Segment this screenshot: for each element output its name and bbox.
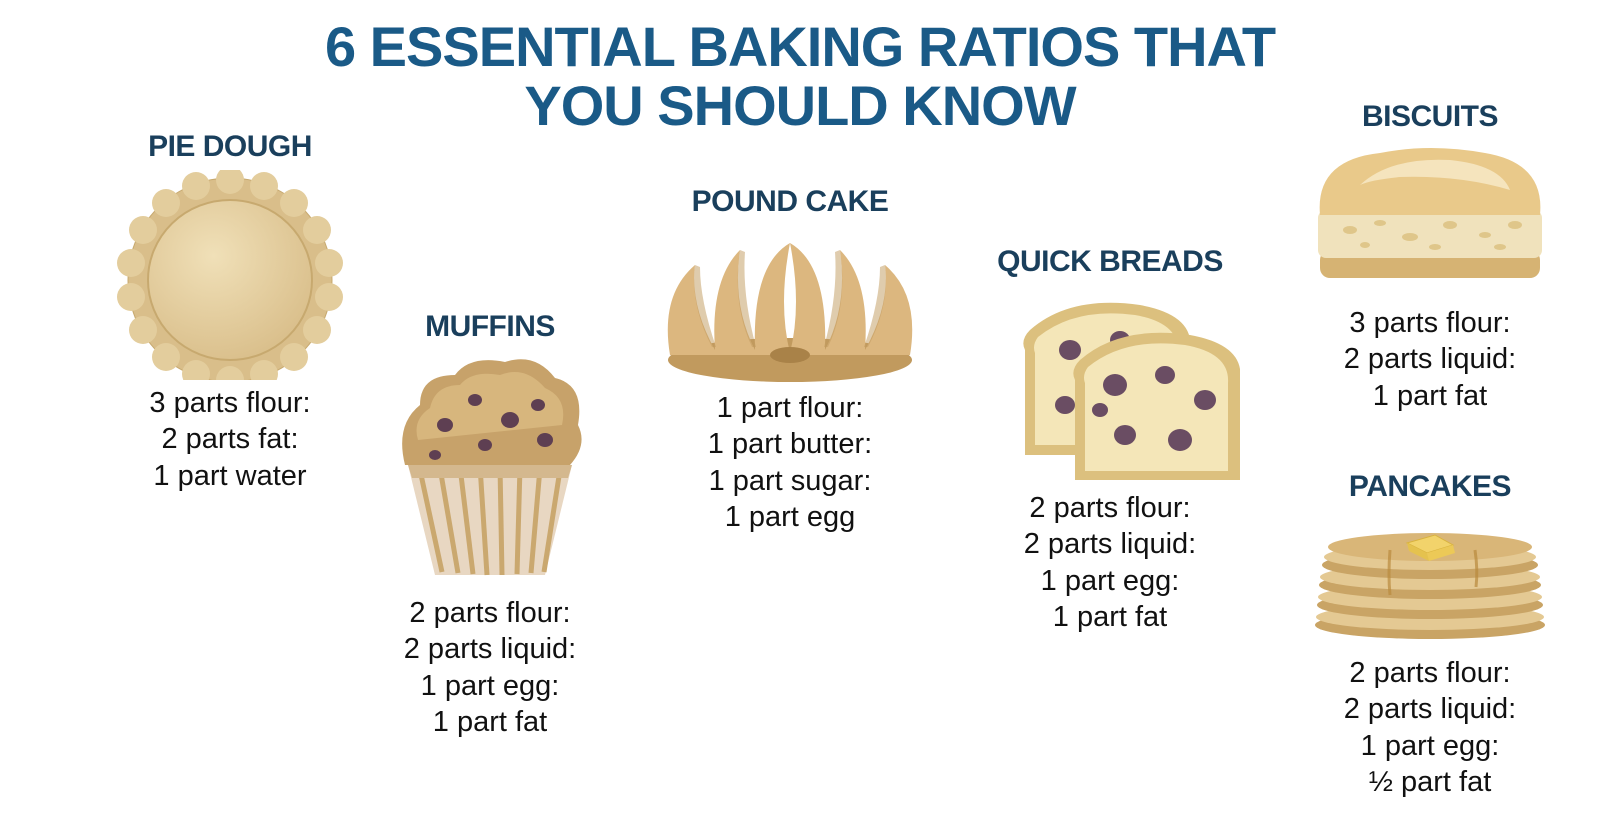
item-pancakes: PANCAKES <box>1290 470 1570 800</box>
pancakes-ratio-2: 1 part egg: <box>1290 728 1570 764</box>
quick-ratio-1: 2 parts liquid: <box>960 526 1260 562</box>
biscuit-icon <box>1300 140 1560 305</box>
title-line1: 6 ESSENTIAL BAKING RATIOS THAT <box>0 18 1600 77</box>
pound-ratio-2: 1 part sugar: <box>640 463 940 499</box>
pie-ratio-0: 3 parts flour: <box>90 385 370 421</box>
pancakes-ratio-0: 2 parts flour: <box>1290 655 1570 691</box>
pancakes-ratio-1: 2 parts liquid: <box>1290 691 1570 727</box>
pie-ratio-1: 2 parts fat: <box>90 421 370 457</box>
muffin-icon <box>370 350 610 595</box>
item-pound-cake: POUND CAKE 1 part flour: 1 part butter: … <box>640 185 940 535</box>
biscuits-ratio-2: 1 part fat <box>1290 378 1570 414</box>
muffins-ratio-0: 2 parts flour: <box>350 595 630 631</box>
pancakes-ratio-3: ½ part fat <box>1290 764 1570 800</box>
quick-ratio-3: 1 part fat <box>960 599 1260 635</box>
bread-slices-icon <box>980 285 1240 490</box>
pie-dough-icon <box>100 170 360 385</box>
pie-label: PIE DOUGH <box>90 130 370 164</box>
pound-ratio-1: 1 part butter: <box>640 426 940 462</box>
biscuits-ratio-0: 3 parts flour: <box>1290 305 1570 341</box>
pound-label: POUND CAKE <box>640 185 940 219</box>
muffins-ratio-1: 2 parts liquid: <box>350 631 630 667</box>
item-biscuits: BISCUITS 3 parts flour: 2 part <box>1290 100 1570 414</box>
quick-ratio-2: 1 part egg: <box>960 563 1260 599</box>
biscuits-ratio-1: 2 parts liquid: <box>1290 341 1570 377</box>
pound-ratio-0: 1 part flour: <box>640 390 940 426</box>
muffins-ratio-3: 1 part fat <box>350 704 630 740</box>
item-muffins: MUFFINS <box>350 310 630 740</box>
muffins-ratio-2: 1 part egg: <box>350 668 630 704</box>
pancake-stack-icon <box>1300 510 1560 655</box>
bundt-cake-icon <box>650 225 930 390</box>
pie-ratio-2: 1 part water <box>90 458 370 494</box>
pancakes-label: PANCAKES <box>1290 470 1570 504</box>
quick-ratio-0: 2 parts flour: <box>960 490 1260 526</box>
item-quick-breads: QUICK BREADS <box>960 245 1260 635</box>
muffins-label: MUFFINS <box>350 310 630 344</box>
quick-label: QUICK BREADS <box>960 245 1260 279</box>
biscuits-label: BISCUITS <box>1290 100 1570 134</box>
item-pie-dough: PIE DOUGH <box>90 130 370 494</box>
pound-ratio-3: 1 part egg <box>640 499 940 535</box>
